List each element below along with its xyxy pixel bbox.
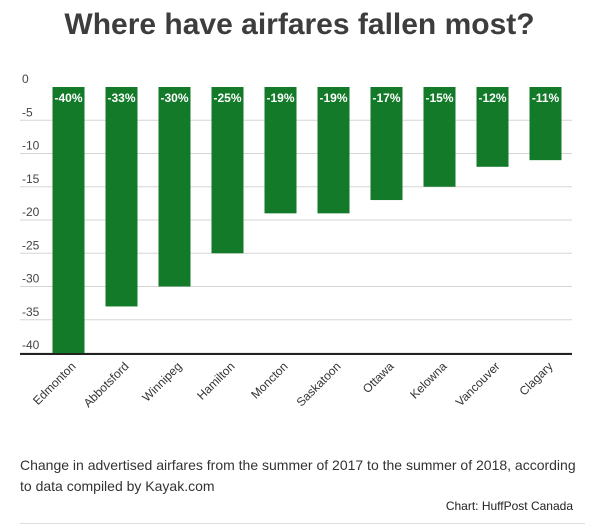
y-tick-label: 0 [22, 72, 29, 86]
y-tick-label: -25 [22, 238, 40, 252]
bar [423, 87, 456, 187]
bar [158, 87, 191, 287]
data-label: -12% [478, 91, 506, 105]
bar [317, 87, 350, 214]
bottom-divider [20, 523, 585, 524]
y-tick-label: -20 [22, 205, 40, 219]
x-tick-label: Kelowna [407, 359, 450, 402]
data-label: -11% [532, 91, 560, 105]
y-tick-label: -35 [22, 305, 40, 319]
data-label: -30% [160, 91, 188, 105]
y-tick-label: -30 [22, 272, 40, 286]
bar [264, 87, 297, 214]
bar [52, 87, 85, 353]
data-label: -25% [213, 91, 241, 105]
data-labels: -40% -33% -30% -25% -19% -19% -17% -15% -12% -11% [54, 91, 559, 105]
y-tick-label: -10 [22, 139, 40, 153]
bar [370, 87, 403, 201]
x-tick-label: Clagary [516, 359, 555, 398]
y-axis-ticks: 0 -5 -10 -15 -20 -25 -30 -35 -40 [22, 72, 40, 352]
data-label: -19% [266, 91, 294, 105]
x-tick-label: Abbotsford [81, 359, 132, 410]
x-tick-label: Hamilton [194, 359, 237, 402]
y-tick-label: -40 [22, 338, 40, 352]
x-tick-label: Edmonton [30, 359, 79, 408]
x-tick-label: Ottawa [360, 359, 397, 396]
x-tick-label: Saskatoon [294, 359, 344, 409]
x-axis-categories: Edmonton Abbotsford Winnipeg Hamilton Moncto… [30, 359, 556, 410]
bar [476, 87, 509, 167]
data-label: -33% [107, 91, 135, 105]
chart-source: Chart: HuffPost Canada [445, 499, 573, 513]
bar [529, 87, 562, 161]
x-tick-label: Vancouver [453, 359, 503, 409]
x-tick-label: Moncton [248, 359, 290, 401]
bar [211, 87, 244, 254]
bar-chart: 0 -5 -10 -15 -20 -25 -30 -35 -40 -40% -33% -30% -25… [20, 72, 572, 410]
data-label: -15% [425, 91, 453, 105]
y-tick-label: -15 [22, 172, 40, 186]
data-label: -17% [372, 91, 400, 105]
y-tick-label: -5 [22, 105, 33, 119]
chart-title: Where have airfares fallen most? [64, 8, 535, 41]
chart-caption: Change in advertised airfares from the s… [20, 457, 576, 494]
x-tick-label: Winnipeg [139, 359, 184, 404]
bar [105, 87, 138, 307]
data-label: -19% [319, 91, 347, 105]
bars [52, 87, 562, 353]
data-label: -40% [54, 91, 82, 105]
